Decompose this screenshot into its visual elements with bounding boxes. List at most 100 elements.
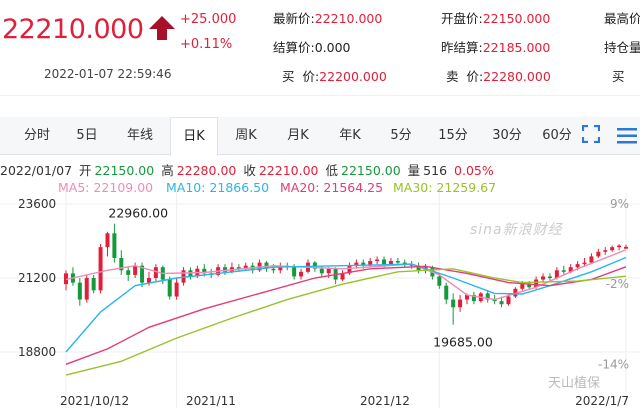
tab-30min[interactable]: 30分 xyxy=(492,128,522,143)
fullscreen-icon[interactable] xyxy=(582,125,600,143)
tab-daily-k[interactable]: 日K xyxy=(170,117,218,156)
candle-body xyxy=(541,276,546,280)
candle-body xyxy=(471,294,476,302)
open-interest-field: 持仓量 xyxy=(604,40,640,55)
candle-body xyxy=(437,276,442,286)
candle-body xyxy=(119,257,124,271)
bar-close: 22210.00 xyxy=(258,163,319,178)
candle-body xyxy=(375,259,380,262)
y-tick-label: 21200 xyxy=(18,271,56,285)
candle-body xyxy=(506,296,511,305)
high-price-field: 最高价 xyxy=(604,11,640,26)
candle-body xyxy=(236,267,241,269)
candle-body xyxy=(416,265,421,271)
tab-intraday[interactable]: 分时 xyxy=(23,128,50,143)
high-annotation: 22960.00 xyxy=(108,206,168,221)
candle-body xyxy=(561,270,566,272)
candle-body xyxy=(444,285,449,300)
tab-5day[interactable]: 5日 xyxy=(76,128,98,143)
candle-body xyxy=(603,250,608,252)
volume-label: 量 xyxy=(407,163,421,178)
header-divider xyxy=(0,95,640,96)
ma-line-ma10 xyxy=(65,256,627,353)
candle-body xyxy=(105,233,110,248)
candle-body xyxy=(174,282,179,297)
candle-body xyxy=(319,268,324,274)
candle-body xyxy=(292,267,297,277)
ma-line-ma30 xyxy=(65,268,627,376)
open-price-field: 开盘价:22150.000 xyxy=(441,11,551,26)
candle-body xyxy=(547,276,552,278)
ma30-value: MA30: 21259.67 xyxy=(393,180,497,195)
sina-watermark: sina新浪财经 xyxy=(470,222,563,238)
settle-price-field: 结算价:0.000 xyxy=(273,40,351,55)
candle-body xyxy=(340,273,345,280)
candle-body xyxy=(264,262,269,269)
candle-body xyxy=(326,268,331,274)
pct-tick-label: 9% xyxy=(610,197,629,211)
candle-body xyxy=(77,282,82,300)
candle-body xyxy=(458,299,463,308)
candle-body xyxy=(451,299,456,308)
tab-monthly-k[interactable]: 月K xyxy=(287,128,309,143)
x-tick-label: 2021/11 xyxy=(186,394,236,408)
x-tick-label: 2022/1/7 xyxy=(575,394,629,408)
more-icon[interactable] xyxy=(617,127,637,145)
candle-body xyxy=(382,259,387,265)
ma-line-ma5 xyxy=(65,249,627,301)
low-label: 低 xyxy=(325,163,339,178)
candle-body xyxy=(84,278,89,300)
candle-body xyxy=(354,262,359,266)
bar-date: 2022/01/07 xyxy=(0,163,73,178)
tianshan-watermark: 天山植保 xyxy=(548,376,601,391)
tab-60min[interactable]: 60分 xyxy=(542,128,572,143)
candle-body xyxy=(153,267,158,278)
x-tick-label: 2021/10/12 xyxy=(60,394,129,408)
kline-chart[interactable]: 23600 21200 18800 9% -2% -14% 2021/10/12 2021/1… xyxy=(0,192,640,408)
bar-volume: 516 xyxy=(423,163,448,178)
tab-yearly-k[interactable]: 年K xyxy=(339,128,361,143)
tab-weekly-k[interactable]: 周K xyxy=(235,128,257,143)
candle-body xyxy=(146,278,151,283)
candle-body xyxy=(554,270,559,278)
candle-body xyxy=(485,293,490,300)
candle-body xyxy=(126,270,131,275)
close-label: 收 xyxy=(243,163,256,178)
candle-body xyxy=(388,261,393,265)
bar-info: 2022/01/07 开 22150.00 高 22280.00 收 22210.00… xyxy=(0,160,497,179)
quote-datetime: 2022-01-07 22:59:46 xyxy=(44,67,172,81)
candle-body xyxy=(347,265,352,274)
candle-body xyxy=(223,267,228,272)
prev-settle-field: 昨结算:22185.000 xyxy=(441,40,551,55)
tab-year-line[interactable]: 年线 xyxy=(126,128,153,143)
bar-high: 22280.00 xyxy=(176,163,237,178)
candle-body xyxy=(368,261,373,266)
price-panel: 22210.000 +25.000 +0.11% 2022-01-07 22:5… xyxy=(0,0,236,95)
bid-volume-field: 买 xyxy=(612,69,625,84)
candle-body xyxy=(278,265,283,271)
axis-labels-layer: 23600 21200 18800 9% -2% -14% 2021/10/12 2021/1… xyxy=(18,197,629,408)
bar-open: 22150.00 xyxy=(94,163,155,178)
candle-body xyxy=(582,262,587,265)
tab-15min[interactable]: 15分 xyxy=(438,128,468,143)
y-tick-label: 18800 xyxy=(18,345,56,359)
candle-body xyxy=(596,251,601,257)
candle-body xyxy=(568,267,573,272)
tab-5min[interactable]: 5分 xyxy=(390,128,412,143)
candle-body xyxy=(202,268,207,274)
y-tick-label: 23600 xyxy=(18,197,56,211)
candle-body xyxy=(624,246,628,249)
candle-body xyxy=(499,301,504,305)
ma-line-ma20 xyxy=(65,265,627,365)
candle-body xyxy=(64,273,68,285)
candle-body xyxy=(140,265,145,283)
change-percent: +0.11% xyxy=(180,37,233,52)
x-tick-label: 2021/12 xyxy=(360,394,410,408)
candle-body xyxy=(527,284,532,288)
candle-body xyxy=(464,294,469,300)
candle-body xyxy=(167,279,172,297)
last-price: 22210.000 xyxy=(2,14,144,45)
candle-body xyxy=(133,265,138,275)
pct-tick-label: -14% xyxy=(598,357,629,371)
quote-header: 22210.000 +25.000 +0.11% 2022-01-07 22:5… xyxy=(0,0,640,112)
